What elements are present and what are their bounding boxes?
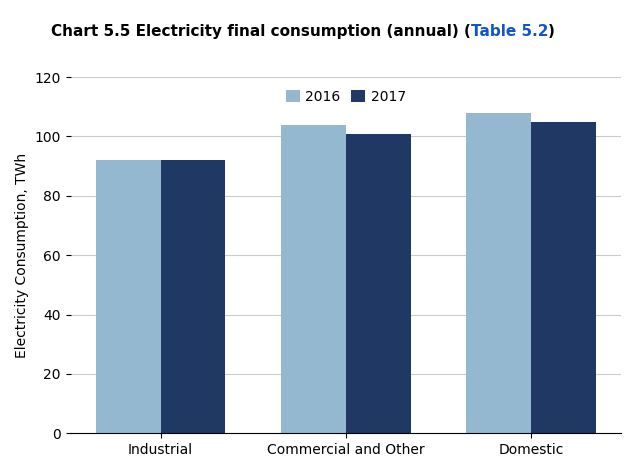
Text: Chart 5.5 Electricity final consumption (annual) (: Chart 5.5 Electricity final consumption … <box>51 24 471 39</box>
Y-axis label: Electricity Consumption, TWh: Electricity Consumption, TWh <box>15 152 29 358</box>
Bar <box>95 160 160 433</box>
Bar <box>346 134 411 433</box>
Text: Table 5.2: Table 5.2 <box>471 24 548 39</box>
Bar <box>466 113 531 433</box>
Bar <box>531 122 596 433</box>
Bar <box>281 125 346 433</box>
Bar <box>160 160 225 433</box>
Legend: 2016, 2017: 2016, 2017 <box>280 84 411 109</box>
Text: ): ) <box>548 24 555 39</box>
